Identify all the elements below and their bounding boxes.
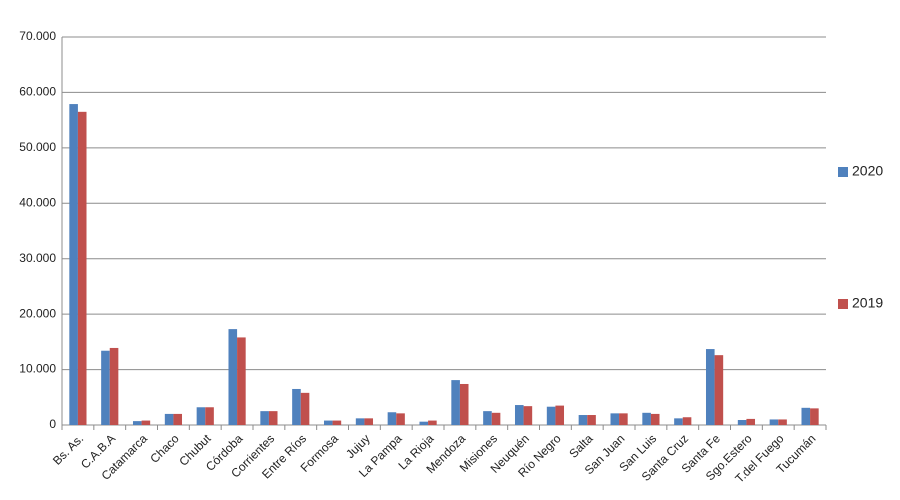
bar: [610, 413, 620, 425]
bar: [514, 405, 524, 425]
bar: [705, 349, 715, 425]
bar: [300, 392, 310, 425]
bar: [332, 420, 342, 425]
bar: [682, 417, 692, 425]
legend-swatch: [838, 167, 848, 177]
legend-text: 2019: [852, 295, 883, 311]
bar: [491, 412, 501, 425]
bar: [364, 418, 374, 425]
y-tick-label: 60.000: [19, 85, 56, 99]
legend-swatch: [838, 299, 848, 309]
y-tick-label: 20.000: [19, 306, 56, 320]
bar: [451, 380, 460, 425]
bar: [205, 407, 214, 425]
y-tick-label: 50.000: [19, 140, 56, 154]
bar: [810, 408, 819, 425]
bar: [109, 347, 119, 425]
y-tick-label: 40.000: [19, 195, 56, 209]
bar: [650, 413, 660, 425]
bar: [164, 413, 174, 425]
y-tick-label: 70.000: [19, 29, 56, 43]
bar: [323, 420, 333, 425]
bar: [459, 383, 469, 425]
bar: [619, 413, 628, 425]
y-tick-label: 0: [49, 417, 56, 431]
bar: [173, 413, 183, 425]
bar: [801, 407, 811, 425]
bar: [769, 419, 779, 425]
bar: [428, 420, 437, 425]
x-tick-label: Chaco: [147, 431, 182, 466]
bar: [69, 104, 78, 425]
y-tick-label: 30.000: [19, 251, 56, 265]
bar: [714, 355, 724, 425]
bar: [778, 419, 787, 425]
bar: [396, 413, 405, 425]
bar: [77, 111, 87, 425]
bar: [141, 420, 151, 425]
bar: [387, 412, 397, 425]
bar: [578, 415, 588, 425]
bar: [746, 418, 756, 425]
y-tick-label: 10.000: [19, 362, 56, 376]
bar: [196, 407, 206, 425]
bar: [555, 405, 565, 425]
bar: [483, 411, 492, 425]
bar: [132, 421, 142, 425]
bar: [546, 406, 556, 425]
bar: [355, 418, 365, 425]
bar: [268, 411, 278, 425]
bar: [101, 350, 110, 425]
bar: [292, 388, 301, 425]
bar: [228, 329, 238, 425]
bar: [642, 412, 651, 425]
bar: [587, 415, 596, 425]
bar: [674, 418, 683, 425]
bar: [523, 406, 533, 425]
legend-text: 2020: [852, 163, 883, 179]
bar: [237, 337, 246, 425]
bar: [260, 411, 269, 425]
bar: [419, 421, 429, 425]
bar: [737, 420, 747, 425]
